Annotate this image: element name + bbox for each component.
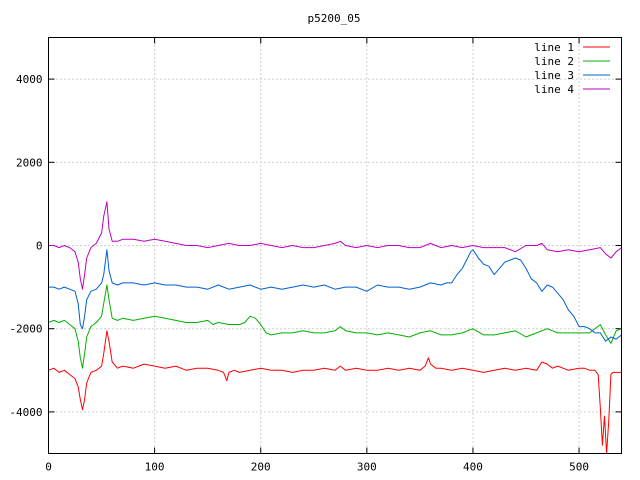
- legend-label: line 1: [534, 41, 574, 54]
- x-tick-label: 0: [45, 461, 52, 474]
- x-tick-label: 400: [463, 461, 483, 474]
- y-tick-label: -4000: [9, 406, 42, 419]
- x-tick-label: 500: [569, 461, 589, 474]
- series-line-2: [48, 284, 622, 369]
- y-tick-label: 2000: [16, 156, 43, 169]
- series-line-4: [48, 201, 622, 290]
- x-tick-label: 100: [145, 461, 165, 474]
- legend-label: line 4: [534, 83, 574, 96]
- x-tick-label: 300: [357, 461, 377, 474]
- y-tick-label: -2000: [9, 323, 42, 336]
- y-tick-label: 0: [36, 240, 43, 253]
- legend-label: line 2: [534, 55, 574, 68]
- series-line-1: [48, 330, 622, 454]
- plot-frame: [48, 37, 622, 454]
- y-tick-label: 4000: [16, 73, 43, 86]
- series-lines: [48, 201, 622, 454]
- axes: 0 100 200 300 400 500 -4000 -2000 0 2000 4000: [9, 37, 622, 474]
- legend-label: line 3: [534, 69, 574, 82]
- series-line-3: [48, 249, 622, 342]
- chart-title: p5200_05: [308, 12, 361, 25]
- x-tick-label: 200: [251, 461, 271, 474]
